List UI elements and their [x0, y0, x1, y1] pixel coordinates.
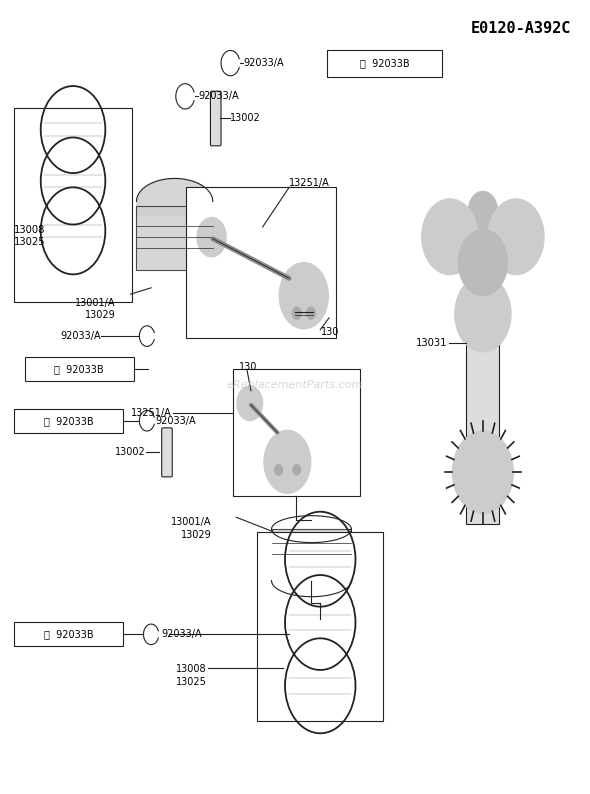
Bar	[14, 409, 123, 433]
Text: 13251/A: 13251/A	[131, 408, 172, 418]
Circle shape	[197, 218, 227, 257]
Text: 13001/A
13029: 13001/A 13029	[76, 298, 116, 321]
Text: 13001/A
13029: 13001/A 13029	[171, 517, 212, 540]
Bar	[460, 215, 506, 259]
Text: 13251/A: 13251/A	[289, 179, 330, 188]
Circle shape	[458, 229, 507, 295]
Circle shape	[264, 430, 311, 494]
Text: 92033/A: 92033/A	[61, 331, 101, 341]
Circle shape	[455, 276, 511, 352]
Bar	[257, 531, 383, 722]
Circle shape	[453, 431, 513, 513]
Bar	[233, 369, 359, 496]
Circle shape	[292, 306, 301, 319]
Bar	[14, 622, 123, 646]
Circle shape	[468, 191, 497, 231]
Circle shape	[237, 386, 263, 421]
Bar	[25, 357, 133, 381]
Text: 13008
13025: 13008 13025	[176, 665, 207, 687]
Text: eReplacementParts.com: eReplacementParts.com	[227, 380, 363, 390]
FancyBboxPatch shape	[211, 91, 221, 146]
Text: 130: 130	[239, 362, 258, 372]
Circle shape	[279, 263, 329, 329]
Bar	[186, 187, 336, 337]
Circle shape	[306, 306, 316, 319]
Bar	[14, 108, 132, 302]
Bar	[136, 206, 213, 271]
Text: 92033/A: 92033/A	[243, 58, 284, 68]
Bar	[467, 263, 499, 523]
Text: 92033/A: 92033/A	[198, 91, 239, 102]
Circle shape	[488, 198, 544, 275]
Text: 13002: 13002	[231, 114, 261, 124]
Bar	[271, 529, 352, 580]
Text: ⧙  92033B: ⧙ 92033B	[360, 58, 409, 68]
Text: ⧙  92033B: ⧙ 92033B	[54, 364, 104, 374]
Text: E0120-A392C: E0120-A392C	[471, 21, 571, 37]
Text: 13031: 13031	[416, 338, 448, 349]
Text: ⧙  92033B: ⧙ 92033B	[44, 416, 93, 426]
Circle shape	[274, 464, 283, 476]
Circle shape	[422, 198, 478, 275]
Bar	[327, 50, 442, 76]
Text: 92033/A: 92033/A	[161, 630, 202, 639]
Circle shape	[293, 464, 301, 476]
FancyBboxPatch shape	[162, 428, 172, 477]
Text: 13002: 13002	[115, 447, 146, 457]
Text: 130: 130	[322, 327, 340, 337]
Text: ⧙  92033B: ⧙ 92033B	[44, 630, 93, 639]
Text: 92033/A: 92033/A	[156, 416, 196, 426]
Text: 13008
13025: 13008 13025	[14, 225, 46, 247]
